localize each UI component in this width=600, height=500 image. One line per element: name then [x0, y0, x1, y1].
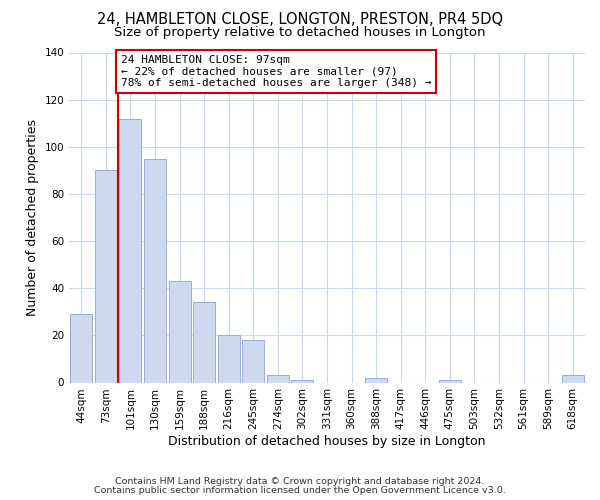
Bar — [70, 314, 92, 382]
Bar — [144, 158, 166, 382]
Bar — [267, 376, 289, 382]
Bar — [169, 281, 191, 382]
Bar — [193, 302, 215, 382]
Bar — [119, 118, 142, 382]
Bar — [365, 378, 387, 382]
Text: Contains public sector information licensed under the Open Government Licence v3: Contains public sector information licen… — [94, 486, 506, 495]
Text: 24 HAMBLETON CLOSE: 97sqm
← 22% of detached houses are smaller (97)
78% of semi-: 24 HAMBLETON CLOSE: 97sqm ← 22% of detac… — [121, 55, 431, 88]
Text: Size of property relative to detached houses in Longton: Size of property relative to detached ho… — [114, 26, 486, 39]
Bar — [292, 380, 313, 382]
Bar — [562, 376, 584, 382]
Text: Contains HM Land Registry data © Crown copyright and database right 2024.: Contains HM Land Registry data © Crown c… — [115, 477, 485, 486]
X-axis label: Distribution of detached houses by size in Longton: Distribution of detached houses by size … — [168, 435, 486, 448]
Bar — [439, 380, 461, 382]
Bar — [218, 336, 240, 382]
Text: 24, HAMBLETON CLOSE, LONGTON, PRESTON, PR4 5DQ: 24, HAMBLETON CLOSE, LONGTON, PRESTON, P… — [97, 12, 503, 26]
Bar — [242, 340, 265, 382]
Y-axis label: Number of detached properties: Number of detached properties — [26, 119, 39, 316]
Bar — [95, 170, 117, 382]
